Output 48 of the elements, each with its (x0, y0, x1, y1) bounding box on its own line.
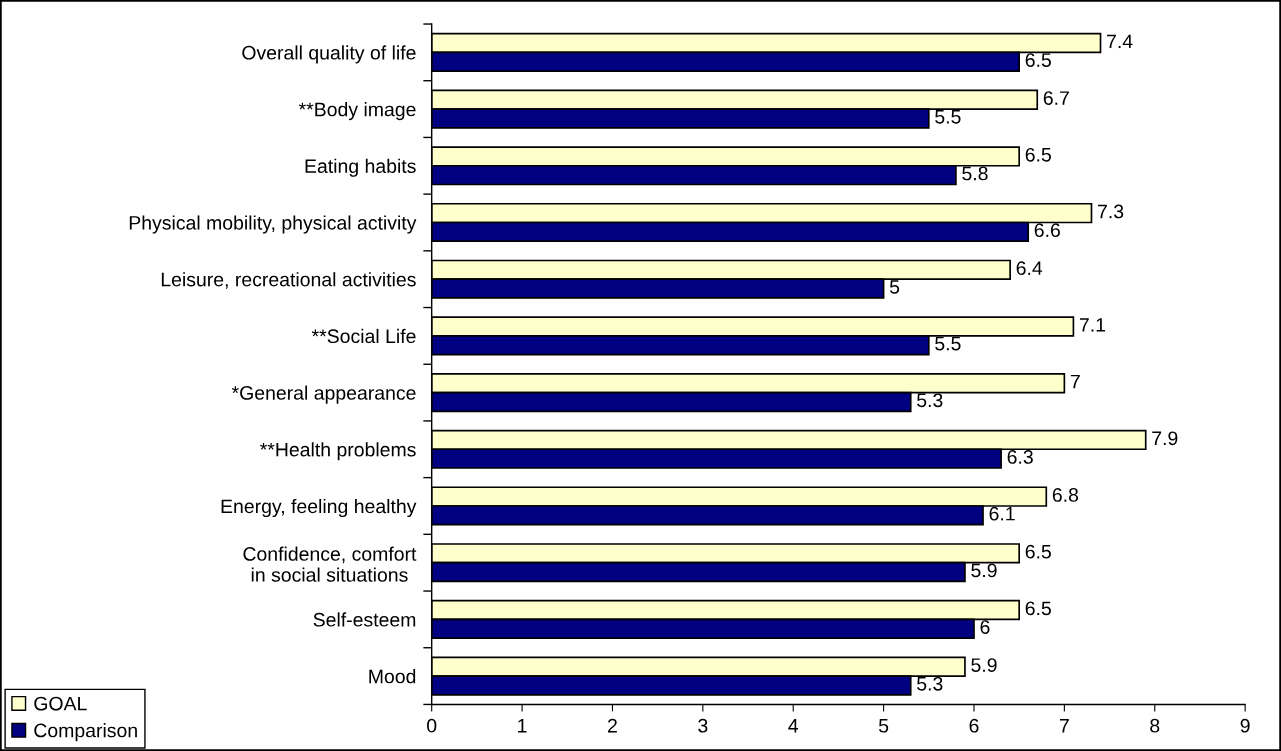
y-tick-label: Confidence, comfort in social situations (243, 546, 417, 582)
data-label: 5.3 (917, 393, 943, 408)
legend-label: GOAL (34, 696, 87, 711)
y-tick-label: *General appearance (231, 385, 416, 404)
data-label: 5.5 (935, 336, 961, 351)
data-label: 5.9 (971, 563, 997, 578)
data-label: 5.3 (917, 676, 943, 691)
x-tick-label: 8 (1150, 718, 1160, 733)
data-label: 6.8 (1052, 488, 1079, 502)
x-tick-label: 9 (1240, 718, 1250, 733)
data-label: 6.6 (1034, 223, 1060, 238)
x-tick-label: 7 (1059, 719, 1069, 733)
data-label: 6.5 (1025, 544, 1051, 559)
y-tick-label: **Social Life (311, 328, 416, 344)
y-tick-label: Self-esteem (313, 612, 416, 627)
y-tick-label: Leisure, recreational activities (161, 272, 416, 289)
data-label: 5.9 (971, 658, 997, 672)
y-tick-label: **Body image (298, 102, 416, 121)
data-label: 5.5 (935, 110, 961, 124)
x-tick-label: 3 (698, 718, 708, 733)
data-label: 6.3 (1007, 450, 1033, 464)
x-tick-label: 0 (427, 718, 437, 733)
data-label: 6.5 (1025, 147, 1051, 162)
data-label: 7.9 (1152, 431, 1178, 446)
y-tick-label: **Health problems (260, 442, 416, 461)
x-tick-label: 1 (518, 719, 527, 733)
y-tick-label: Eating habits (305, 158, 416, 177)
x-tick-label: 2 (608, 718, 617, 733)
y-tick-label: Overall quality of life (242, 45, 416, 64)
x-tick-label: 6 (969, 718, 979, 733)
data-label: 7.4 (1107, 34, 1133, 49)
y-tick-label: Energy, feeling healthy (221, 498, 417, 518)
data-label: 6.5 (1025, 53, 1051, 67)
data-label: 6 (980, 620, 990, 634)
data-label: 6.7 (1043, 91, 1069, 105)
data-label: 5.8 (962, 166, 988, 181)
data-label: 5 (889, 280, 900, 294)
data-label: 7.3 (1098, 204, 1124, 219)
y-tick-label: Physical mobility, physical activity (129, 215, 417, 234)
data-label: 6.5 (1025, 601, 1051, 616)
x-tick-label: 4 (788, 719, 799, 733)
data-label: 7 (1070, 374, 1080, 389)
legend-label: Comparison (34, 723, 137, 742)
x-tick-label: 5 (878, 719, 889, 733)
data-label: 6.1 (989, 506, 1015, 521)
y-tick-label: Mood (369, 669, 416, 684)
data-label: 6.4 (1016, 261, 1043, 276)
data-label: 7.1 (1079, 318, 1106, 332)
